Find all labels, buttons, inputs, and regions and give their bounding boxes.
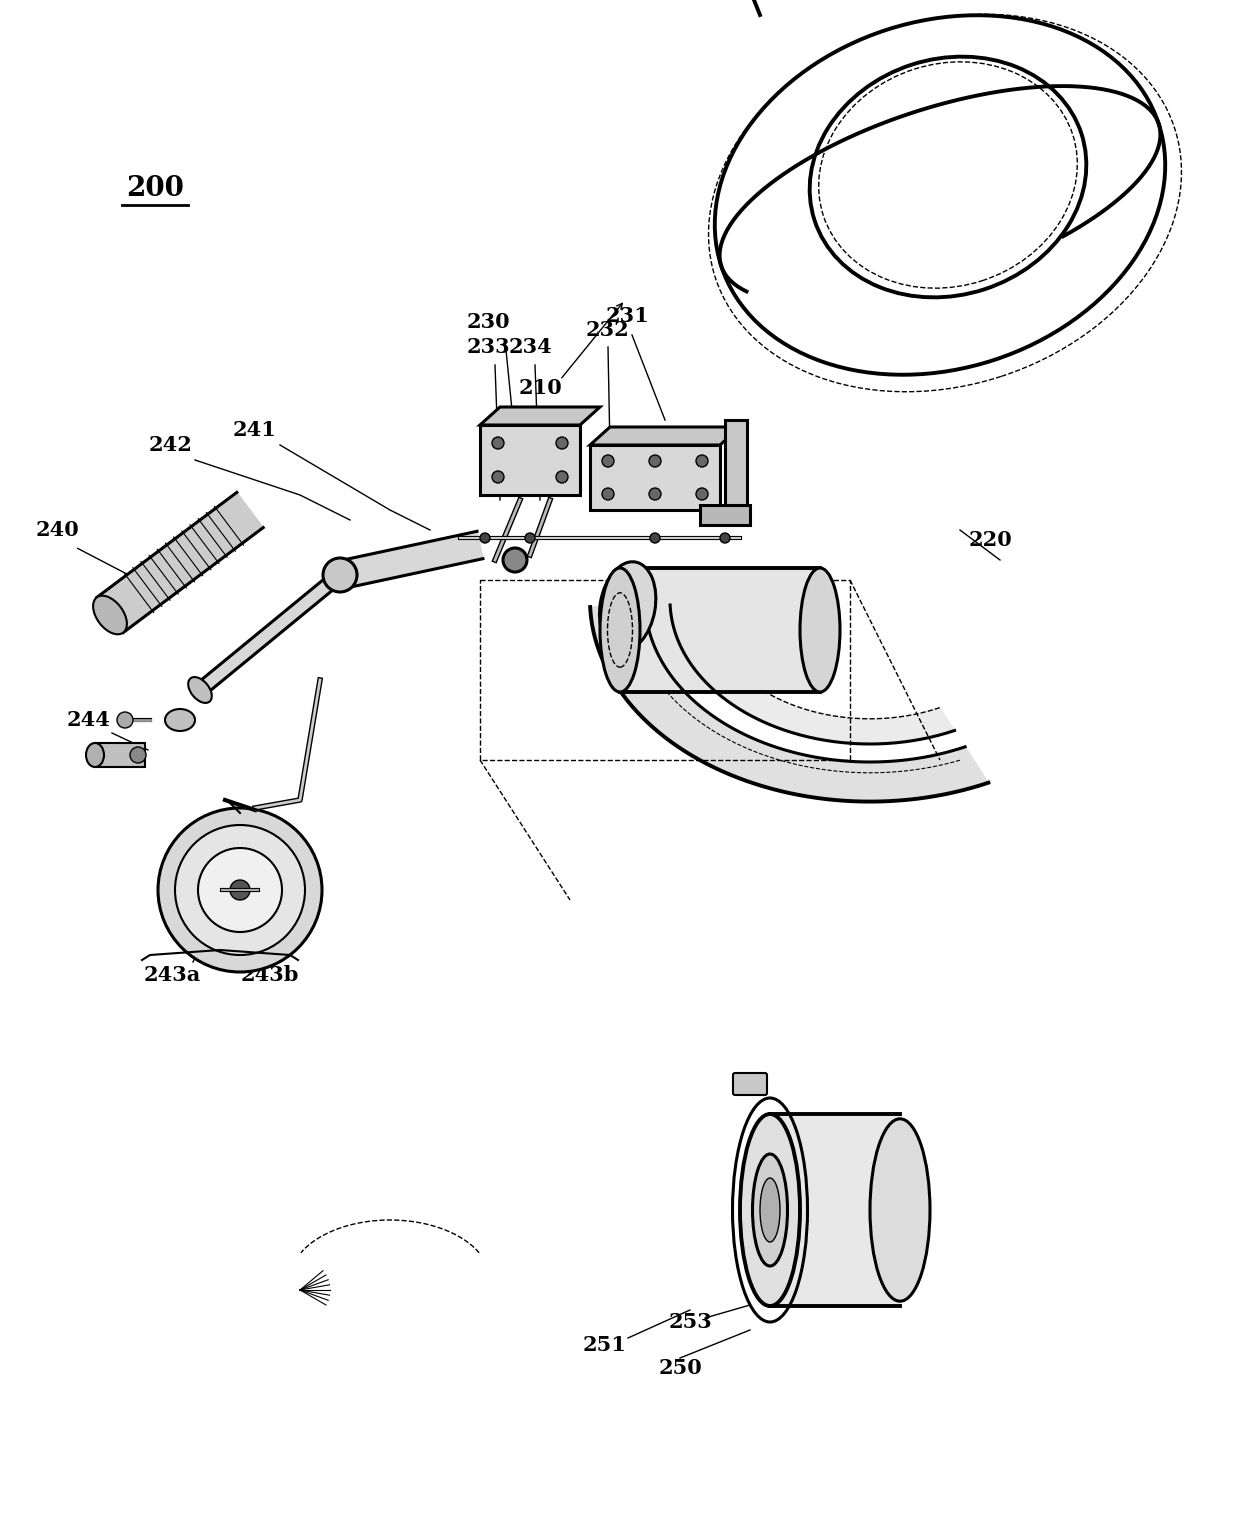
Ellipse shape xyxy=(600,568,640,692)
Ellipse shape xyxy=(870,1119,930,1302)
Circle shape xyxy=(130,748,146,763)
Text: 251: 251 xyxy=(583,1335,627,1355)
Circle shape xyxy=(480,533,490,543)
Circle shape xyxy=(720,533,730,543)
Text: 231: 231 xyxy=(605,305,649,325)
Circle shape xyxy=(117,712,133,728)
Circle shape xyxy=(229,880,250,900)
Ellipse shape xyxy=(753,1154,787,1266)
Ellipse shape xyxy=(740,1114,800,1306)
Ellipse shape xyxy=(188,677,212,703)
Polygon shape xyxy=(97,493,263,632)
FancyBboxPatch shape xyxy=(701,505,750,525)
Circle shape xyxy=(525,533,534,543)
Ellipse shape xyxy=(599,562,656,651)
FancyBboxPatch shape xyxy=(95,743,145,768)
Text: 252: 252 xyxy=(888,1200,932,1220)
Circle shape xyxy=(322,559,357,593)
Text: 243a: 243a xyxy=(144,966,201,985)
Circle shape xyxy=(696,454,708,467)
Circle shape xyxy=(503,548,527,573)
Circle shape xyxy=(198,847,281,932)
Ellipse shape xyxy=(800,568,839,692)
Text: 233: 233 xyxy=(466,338,510,358)
Text: 244: 244 xyxy=(66,711,110,731)
Circle shape xyxy=(157,807,322,972)
Circle shape xyxy=(696,488,708,500)
Circle shape xyxy=(649,488,661,500)
Circle shape xyxy=(649,454,661,467)
Polygon shape xyxy=(480,407,600,425)
Circle shape xyxy=(492,471,503,484)
Text: 253: 253 xyxy=(668,1312,712,1332)
Circle shape xyxy=(601,454,614,467)
FancyBboxPatch shape xyxy=(725,421,746,516)
Circle shape xyxy=(556,471,568,484)
Polygon shape xyxy=(337,531,482,589)
Circle shape xyxy=(650,533,660,543)
Text: 250: 250 xyxy=(658,1358,702,1378)
Text: 220: 220 xyxy=(968,530,1012,550)
Text: 240: 240 xyxy=(35,520,79,540)
Polygon shape xyxy=(196,569,345,695)
FancyBboxPatch shape xyxy=(590,445,720,510)
Text: 234: 234 xyxy=(508,338,552,358)
Circle shape xyxy=(556,437,568,450)
Text: 241: 241 xyxy=(233,421,277,441)
Polygon shape xyxy=(590,606,988,801)
Text: 242: 242 xyxy=(148,434,192,454)
Circle shape xyxy=(175,824,305,955)
Ellipse shape xyxy=(86,743,104,768)
Text: 243: 243 xyxy=(198,929,242,949)
FancyBboxPatch shape xyxy=(733,1073,768,1094)
Text: 210: 210 xyxy=(518,378,562,398)
Ellipse shape xyxy=(760,1177,780,1242)
Ellipse shape xyxy=(93,596,126,634)
FancyBboxPatch shape xyxy=(480,425,580,494)
Circle shape xyxy=(492,437,503,450)
Text: 243b: 243b xyxy=(241,966,299,985)
Ellipse shape xyxy=(165,709,195,731)
Text: 200: 200 xyxy=(126,175,184,201)
Circle shape xyxy=(601,488,614,500)
Polygon shape xyxy=(670,605,955,744)
Polygon shape xyxy=(590,427,740,445)
Text: 230: 230 xyxy=(466,312,510,332)
Text: 232: 232 xyxy=(585,319,629,339)
